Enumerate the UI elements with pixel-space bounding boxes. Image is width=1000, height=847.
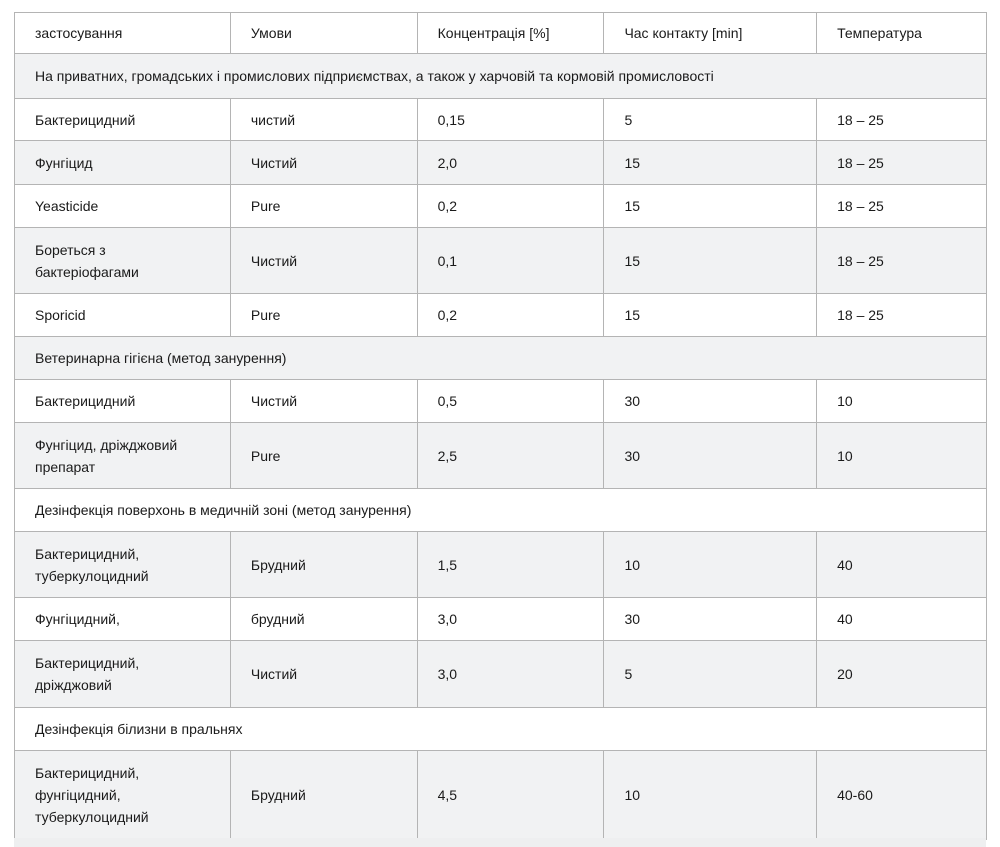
application-cell: Sporicid — [14, 293, 231, 337]
temperature-cell: 18 – 25 — [816, 98, 987, 141]
application-cell: Фунгіцидний, — [14, 597, 231, 641]
table-row: Бактерицидний, дріжджовий Чистий 3,0 5 20 — [14, 640, 987, 708]
concentration-cell: 0,15 — [416, 98, 605, 141]
contact-time-cell: 5 — [603, 98, 818, 141]
table-row: Бореться з бактеріофагами Чистий 0,1 15 18 –… — [14, 227, 987, 294]
temperature-cell: 40-60 — [816, 750, 987, 840]
contact-time-cell: 15 — [603, 227, 818, 294]
section-row: Дезінфекція поверхонь в медичній зоні (м… — [14, 488, 987, 532]
table-row: Фунгіцид, дріжджовий препарат Pure 2,5 30 10 — [14, 422, 987, 489]
table-row: Бактерицидний, фунгіцидний, туберкулоцид… — [14, 750, 987, 840]
column-header: застосування — [14, 12, 231, 54]
table-row: Фунгіцидний, брудний 3,0 30 40 — [14, 597, 987, 641]
table-row: Бактерицидний Чистий 0,5 30 10 — [14, 379, 987, 423]
application-cell: Бореться з бактеріофагами — [14, 227, 231, 294]
table-row: Бактерицидний, туберкулоцидний Брудний 1,5… — [14, 531, 987, 598]
concentration-cell: 4,5 — [416, 750, 605, 840]
concentration-cell: 3,0 — [416, 597, 605, 641]
temperature-cell: 18 – 25 — [816, 227, 987, 294]
condition-cell: брудний — [229, 597, 418, 641]
section-row: Дезінфекція білизни в пральнях — [14, 707, 987, 751]
contact-time-cell: 15 — [603, 293, 818, 337]
application-cell: Фунгіцид — [14, 140, 231, 185]
temperature-cell: 18 – 25 — [816, 293, 987, 337]
condition-cell: Чистий — [229, 640, 418, 708]
condition-cell: Pure — [229, 184, 418, 228]
temperature-cell: 40 — [816, 597, 987, 641]
contact-time-cell: 15 — [603, 184, 818, 228]
concentration-cell: 0,2 — [416, 184, 605, 228]
section-row: На приватних, громадських і промислових … — [14, 53, 987, 99]
disinfection-table: застосування Умови Концентрація [%] Час кон… — [14, 12, 987, 840]
concentration-cell: 3,0 — [416, 640, 605, 708]
condition-cell: Pure — [229, 293, 418, 337]
contact-time-cell: 30 — [603, 422, 818, 489]
application-cell: Фунгіцид, дріжджовий препарат — [14, 422, 231, 489]
concentration-cell: 2,5 — [416, 422, 605, 489]
application-cell: Бактерицидний, фунгіцидний, туберкулоцид… — [14, 750, 231, 840]
temperature-cell: 40 — [816, 531, 987, 598]
concentration-cell: 0,1 — [416, 227, 605, 294]
temperature-cell: 10 — [816, 422, 987, 489]
application-cell: Бактерицидний, дріжджовий — [14, 640, 231, 708]
concentration-cell: 1,5 — [416, 531, 605, 598]
table-row: Sporicid Pure 0,2 15 18 – 25 — [14, 293, 987, 337]
section-row: Ветеринарна гігієна (метод занурення) — [14, 336, 987, 380]
condition-cell: Чистий — [229, 227, 418, 294]
application-cell: Бактерицидний — [14, 98, 231, 141]
condition-cell: Чистий — [229, 140, 418, 185]
concentration-cell: 0,2 — [416, 293, 605, 337]
condition-cell: Чистий — [229, 379, 418, 423]
column-header: Температура — [816, 12, 987, 54]
table-row: Бактерицидний чистий 0,15 5 18 – 25 — [14, 98, 987, 141]
contact-time-cell: 10 — [603, 750, 818, 840]
column-header: Концентрація [%] — [416, 12, 605, 54]
contact-time-cell: 5 — [603, 640, 818, 708]
contact-time-cell: 30 — [603, 379, 818, 423]
condition-cell: чистий — [229, 98, 418, 141]
header-row: застосування Умови Концентрація [%] Час кон… — [14, 12, 987, 54]
temperature-cell: 18 – 25 — [816, 140, 987, 185]
section-title: Дезінфекція поверхонь в медичній зоні (м… — [14, 488, 987, 532]
condition-cell: Брудний — [229, 750, 418, 840]
concentration-cell: 0,5 — [416, 379, 605, 423]
column-header: Час контакту [min] — [603, 12, 818, 54]
table-row: Yeasticide Pure 0,2 15 18 – 25 — [14, 184, 987, 228]
condition-cell: Брудний — [229, 531, 418, 598]
section-title: На приватних, громадських і промислових … — [14, 53, 987, 99]
section-title: Дезінфекція білизни в пральнях — [14, 707, 987, 751]
application-cell: Бактерицидний, туберкулоцидний — [14, 531, 231, 598]
temperature-cell: 10 — [816, 379, 987, 423]
contact-time-cell: 10 — [603, 531, 818, 598]
column-header: Умови — [229, 12, 418, 54]
temperature-cell: 20 — [816, 640, 987, 708]
table-row: Фунгіцид Чистий 2,0 15 18 – 25 — [14, 140, 987, 185]
condition-cell: Pure — [229, 422, 418, 489]
section-title: Ветеринарна гігієна (метод занурення) — [14, 336, 987, 380]
application-cell: Бактерицидний — [14, 379, 231, 423]
contact-time-cell: 15 — [603, 140, 818, 185]
application-cell: Yeasticide — [14, 184, 231, 228]
concentration-cell: 2,0 — [416, 140, 605, 185]
table-bottom-strip — [14, 838, 986, 847]
contact-time-cell: 30 — [603, 597, 818, 641]
temperature-cell: 18 – 25 — [816, 184, 987, 228]
